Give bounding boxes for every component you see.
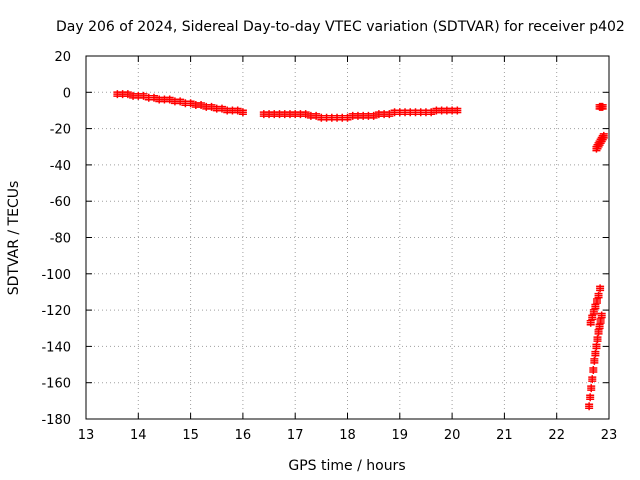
y-tick-label: -160 [41,377,71,392]
series-segment-2 [259,106,462,122]
data-point [591,349,600,358]
data-points [113,90,608,411]
data-point-band [590,358,599,364]
data-point-band [594,292,603,299]
data-point-band [597,312,606,319]
data-point [238,108,247,117]
x-tick-label: 22 [548,428,565,443]
data-point-band [591,303,600,310]
x-tick-label: 14 [130,428,147,443]
data-point-band [586,320,595,326]
x-axis-tick-labels: 13 14 15 16 17 18 19 20 21 22 23 [78,428,618,443]
data-point-band [594,329,603,335]
y-tick-label: 20 [54,50,71,65]
y-axis-tick-labels: 20 0 -20 -40 -60 -80 -100 -120 -140 -160 -180 [41,50,71,428]
data-point-band [588,314,597,321]
y-tick-label: -120 [41,304,71,319]
series-segment-4 [585,311,606,411]
y-tick-label: -100 [41,268,71,283]
x-tick-label: 15 [182,428,199,443]
data-point-band [587,385,596,391]
y-tick-label: -40 [50,159,71,174]
data-point [587,384,596,393]
data-point-band [585,403,594,410]
y-tick-label: -80 [50,232,71,247]
x-tick-label: 16 [235,428,252,443]
data-point-band [592,298,601,304]
data-point-band [595,323,604,330]
data-point-band [598,104,607,110]
x-tick-label: 23 [601,428,618,443]
x-tick-label: 20 [444,428,461,443]
series-segment-1 [113,90,247,117]
data-point-band [589,367,598,373]
data-point [585,402,594,411]
data-point-band [593,336,602,342]
series-segment-6 [595,102,607,111]
data-point [590,356,599,365]
data-point [586,393,595,402]
data-point [592,342,601,351]
data-point-band [589,309,598,315]
y-tick-label: -60 [50,195,71,210]
data-point-band [591,350,600,357]
x-tick-label: 17 [287,428,304,443]
series-segment-3 [586,284,605,327]
data-point-band [586,394,595,400]
y-tick-label: -20 [50,123,71,138]
x-tick-label: 21 [496,428,513,443]
y-tick-label: -180 [41,413,71,428]
data-point-band [596,318,605,324]
data-point [596,284,605,293]
x-tick-label: 13 [78,428,95,443]
x-tick-label: 18 [339,428,356,443]
data-point [588,375,597,384]
data-point-band [588,376,597,382]
y-tick-label: 0 [63,86,71,101]
y-axis-title: SDTVAR / TECUs [6,181,22,296]
data-point-band [238,109,247,116]
data-point [453,106,462,115]
axis-ticks [85,55,610,420]
data-point [589,365,598,374]
grid-lines [86,56,609,419]
x-axis-title: GPS time / hours [288,458,405,474]
x-tick-label: 19 [392,428,409,443]
data-point [593,335,602,344]
chart-title: Day 206 of 2024, Sidereal Day-to-day VTE… [56,19,625,35]
series-segment-5 [592,131,608,153]
data-point-band [599,133,608,139]
data-point-band [596,285,605,292]
y-tick-label: -140 [41,340,71,355]
data-point-band [453,107,462,114]
data-point-band [592,343,601,350]
